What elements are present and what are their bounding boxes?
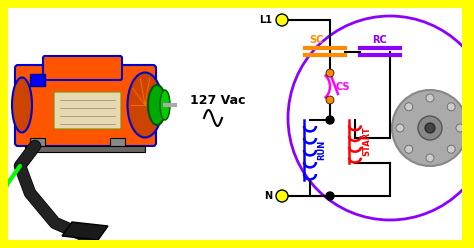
Circle shape	[418, 116, 442, 140]
Circle shape	[326, 69, 334, 77]
Bar	[0, 240, 474, 248]
Bar	[0, 0, 474, 8]
Bar	[462, 0, 474, 248]
Circle shape	[326, 116, 334, 124]
Ellipse shape	[148, 85, 166, 125]
Text: N: N	[264, 191, 272, 201]
Ellipse shape	[128, 72, 163, 137]
Text: START: START	[362, 127, 371, 156]
Circle shape	[426, 94, 434, 102]
Text: 127 Vac: 127 Vac	[190, 93, 246, 106]
Polygon shape	[79, 247, 92, 248]
FancyBboxPatch shape	[43, 56, 122, 80]
Bar	[25, 146, 145, 152]
Bar	[30, 74, 45, 86]
Ellipse shape	[160, 90, 170, 120]
Polygon shape	[62, 222, 108, 240]
Circle shape	[425, 123, 435, 133]
Circle shape	[396, 124, 404, 132]
Text: SC: SC	[309, 35, 323, 45]
Circle shape	[276, 190, 288, 202]
Text: CS: CS	[336, 82, 350, 92]
Circle shape	[447, 103, 455, 111]
Bar	[0, 0, 8, 248]
Circle shape	[456, 124, 464, 132]
Circle shape	[405, 103, 413, 111]
Text: RC: RC	[372, 35, 387, 45]
Circle shape	[405, 145, 413, 153]
Circle shape	[326, 192, 334, 200]
Circle shape	[426, 154, 434, 162]
Circle shape	[276, 14, 288, 26]
Circle shape	[326, 96, 334, 104]
Bar	[110, 138, 125, 148]
Circle shape	[447, 145, 455, 153]
FancyBboxPatch shape	[15, 65, 156, 146]
Text: L1: L1	[259, 15, 272, 25]
Ellipse shape	[12, 77, 32, 132]
FancyBboxPatch shape	[54, 92, 121, 129]
Circle shape	[392, 90, 468, 166]
Bar	[30, 138, 45, 148]
Polygon shape	[67, 244, 80, 248]
Text: RUN: RUN	[317, 140, 326, 160]
